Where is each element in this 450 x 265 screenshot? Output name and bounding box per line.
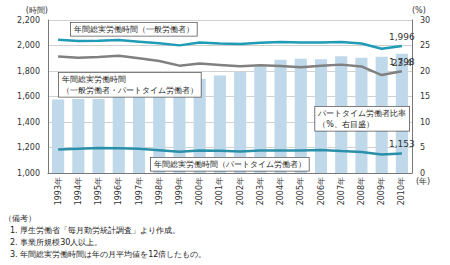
- svg-text:1994年: 1994年: [74, 177, 83, 205]
- svg-text:1,153: 1,153: [389, 139, 415, 149]
- svg-text:(%): (%): [412, 6, 426, 15]
- svg-text:2003年: 2003年: [256, 177, 265, 205]
- svg-text:2001年: 2001年: [215, 177, 224, 205]
- svg-text:1998年: 1998年: [155, 177, 164, 205]
- svg-text:3. 年間総実労働時間は年の月平均値を12倍したもの。: 3. 年間総実労働時間は年の月平均値を12倍したもの。: [10, 250, 206, 259]
- svg-text:1. 厚生労働省「毎月勤労統計調査」より作成。: 1. 厚生労働省「毎月勤労統計調査」より作成。: [10, 226, 180, 235]
- svg-text:2000年: 2000年: [195, 177, 204, 205]
- svg-text:1999年: 1999年: [175, 177, 184, 205]
- svg-text:1,800: 1,800: [17, 67, 40, 76]
- svg-text:年間総実労働時間（パートタイム労働者）: 年間総実労働時間（パートタイム労働者）: [154, 160, 306, 169]
- svg-text:2002年: 2002年: [236, 177, 245, 205]
- svg-text:2,000: 2,000: [17, 41, 40, 50]
- svg-text:2009年: 2009年: [377, 177, 386, 205]
- svg-text:2006年: 2006年: [317, 177, 326, 205]
- svg-text:1,200: 1,200: [17, 143, 40, 152]
- svg-text:25: 25: [420, 41, 430, 50]
- svg-text:(年): (年): [416, 177, 430, 186]
- svg-text:1,798: 1,798: [389, 57, 415, 67]
- svg-text:30: 30: [420, 16, 430, 25]
- svg-text:（一般労働者・パートタイム労働者）: （一般労働者・パートタイム労働者）: [62, 86, 198, 95]
- svg-text:1,000: 1,000: [17, 169, 40, 178]
- svg-text:年間総実労働時間: 年間総実労働時間: [62, 75, 126, 84]
- svg-text:2004年: 2004年: [276, 177, 285, 205]
- svg-text:1,600: 1,600: [17, 92, 40, 101]
- svg-text:2008年: 2008年: [357, 177, 366, 205]
- svg-text:1995年: 1995年: [94, 177, 103, 205]
- svg-text:1996年: 1996年: [114, 177, 123, 205]
- svg-text:(時間): (時間): [26, 6, 48, 15]
- svg-text:2,200: 2,200: [17, 16, 40, 25]
- svg-text:2. 事業所規模30人以上。: 2. 事業所規模30人以上。: [10, 238, 102, 247]
- svg-text:5: 5: [420, 143, 425, 152]
- svg-text:15: 15: [420, 92, 430, 101]
- svg-text:1,996: 1,996: [389, 32, 415, 42]
- svg-text:年間総実労働時間（一般労働者）: 年間総実労働時間（一般労働者）: [74, 25, 194, 34]
- svg-text:（%、右目盛）: （%、右目盛）: [318, 120, 374, 129]
- svg-text:2010年: 2010年: [397, 177, 406, 205]
- svg-text:2005年: 2005年: [296, 177, 305, 205]
- svg-text:10: 10: [420, 118, 430, 127]
- svg-text:20: 20: [420, 67, 430, 76]
- svg-text:パートタイム労働者比率: パートタイム労働者比率: [317, 109, 406, 118]
- svg-text:2007年: 2007年: [337, 177, 346, 205]
- svg-text:1993年: 1993年: [54, 177, 63, 205]
- svg-text:（備考）: （備考）: [4, 214, 36, 223]
- svg-text:1,400: 1,400: [17, 118, 40, 127]
- svg-text:1997年: 1997年: [135, 177, 144, 205]
- svg-text:0: 0: [420, 169, 425, 178]
